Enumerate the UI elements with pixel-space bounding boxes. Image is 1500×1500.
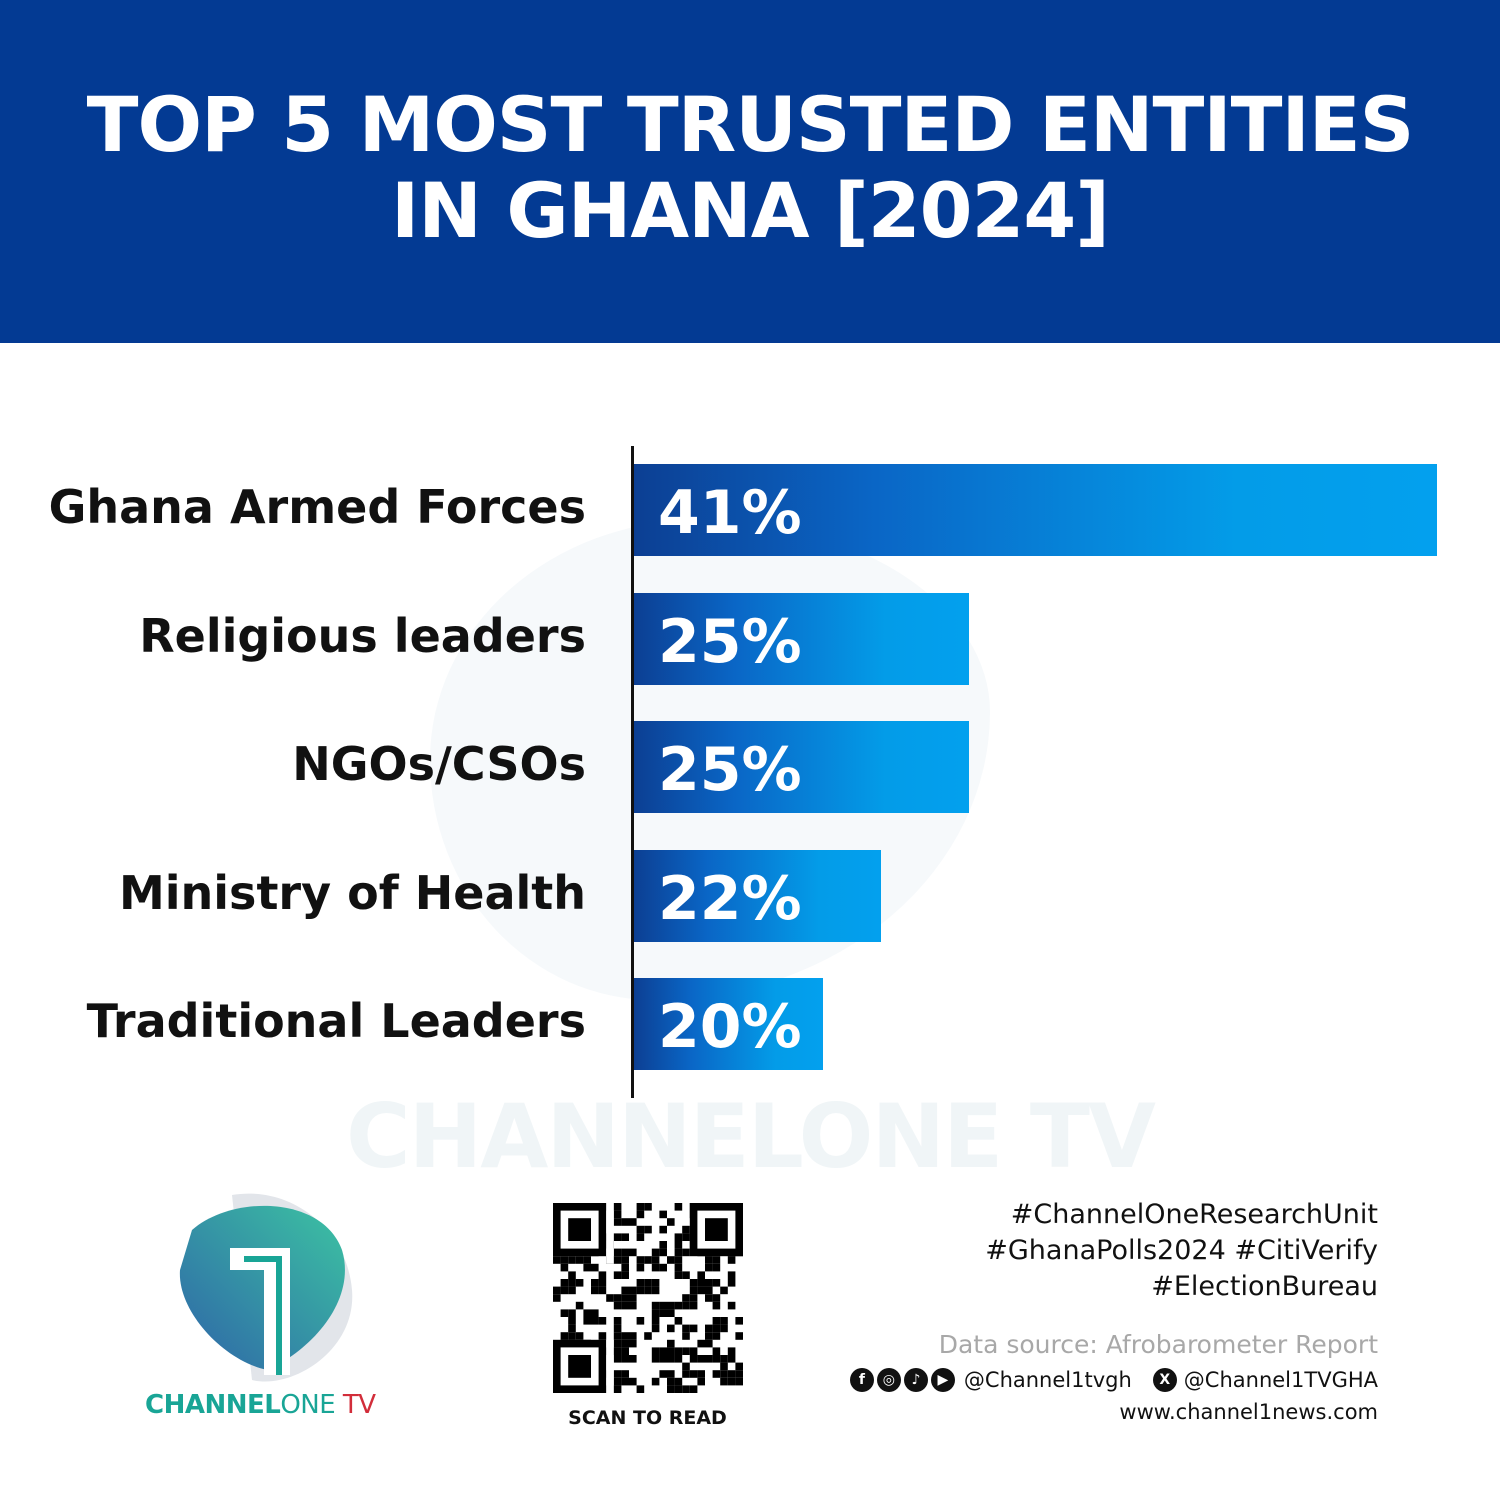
channelone-logo-icon <box>179 1193 353 1382</box>
tiktok-icon[interactable]: ♪ <box>903 1368 928 1392</box>
instagram-icon[interactable]: ◎ <box>876 1368 901 1392</box>
data-label: 20% <box>658 992 802 1062</box>
category-label: Traditional Leaders <box>86 994 586 1048</box>
hashtag-line: #ChannelOneResearchUnit <box>1010 1199 1378 1230</box>
facebook-icon[interactable]: f <box>849 1368 874 1392</box>
x-icon[interactable]: X <box>1152 1368 1177 1392</box>
website-link[interactable]: www.channel1news.com <box>1119 1400 1378 1424</box>
bar: 25% <box>634 721 969 813</box>
hashtag-line: #ElectionBureau <box>1151 1271 1378 1302</box>
title-line-1: TOP 5 MOST TRUSTED ENTITIES <box>86 80 1415 169</box>
data-label: 25% <box>658 606 802 677</box>
hashtag-line: #GhanaPolls2024 #CitiVerify <box>985 1235 1378 1266</box>
social-handles: f ◎ ♪ ▶ @Channel1tvgh X @Channel1TVGHA <box>849 1368 1378 1392</box>
data-source: Data source: Afrobarometer Report <box>938 1330 1378 1359</box>
handle-channel1tvgha[interactable]: @Channel1TVGHA <box>1183 1368 1378 1392</box>
category-label: Religious leaders <box>139 608 586 663</box>
category-label: Ministry of Health <box>119 865 586 920</box>
scan-label: SCAN TO READ <box>568 1407 727 1429</box>
qr-code[interactable] <box>553 1203 743 1393</box>
header-banner: TOP 5 MOST TRUSTED ENTITIES IN GHANA [20… <box>0 0 1500 343</box>
hashtags: #ChannelOneResearchUnit #GhanaPolls2024 … <box>985 1197 1378 1305</box>
youtube-icon[interactable]: ▶ <box>930 1368 955 1392</box>
category-label: Ghana Armed Forces <box>48 480 586 534</box>
category-label: NGOs/CSOs <box>292 737 586 791</box>
handle-channel1tvgh[interactable]: @Channel1tvgh <box>963 1368 1132 1392</box>
title-line-2: IN GHANA [2024] <box>390 166 1110 255</box>
bar: 25% <box>634 592 969 685</box>
bar: 20% <box>634 978 823 1070</box>
watermark-text: CHANNELONE TV <box>345 1085 1156 1188</box>
page-title: TOP 5 MOST TRUSTED ENTITIES IN GHANA [20… <box>0 82 1500 254</box>
bar: 22% <box>634 849 881 942</box>
data-label: 41% <box>658 478 802 548</box>
data-label: 25% <box>658 735 802 805</box>
brand-name: CHANNELONE TV <box>145 1390 376 1420</box>
data-label: 22% <box>658 863 802 934</box>
bar: 41% <box>634 464 1437 556</box>
y-axis-line <box>631 446 634 1098</box>
